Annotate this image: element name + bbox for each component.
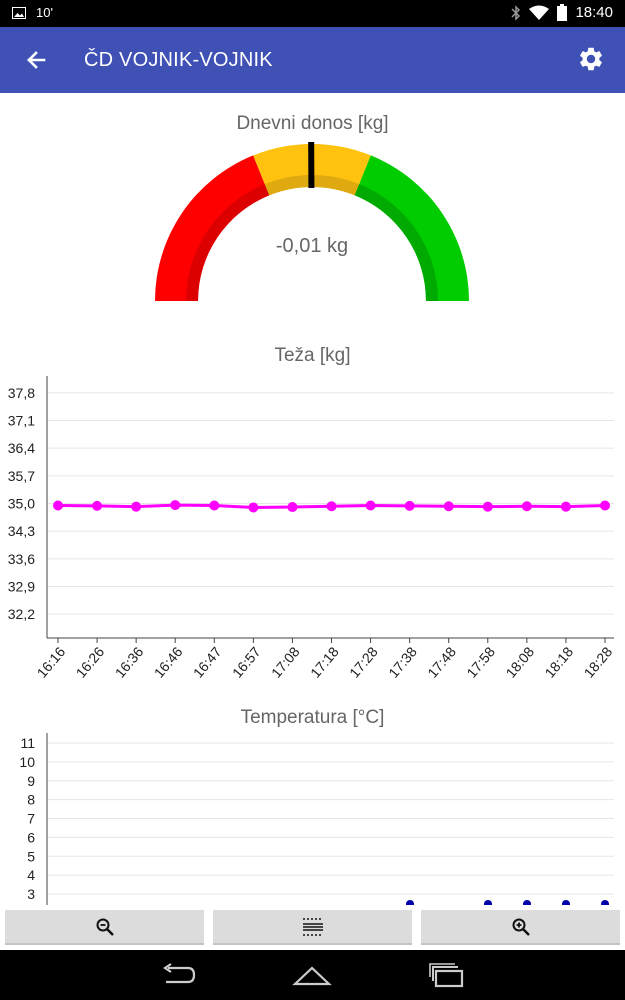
weight-data-point <box>365 500 376 511</box>
temperature-data-point <box>523 900 531 905</box>
weight-x-tick-label: 16:47 <box>190 643 225 680</box>
nav-back-button[interactable] <box>160 962 198 993</box>
weight-x-tick-label: 16:26 <box>73 643 108 680</box>
weight-chart: 37,8 37,1 36,4 35,7 35,0 34,3 33,6 32,9 32,2 16:1… <box>8 376 616 681</box>
weight-x-tick-label: 18:08 <box>502 643 537 680</box>
temperature-data-point <box>562 900 570 905</box>
weight-data-point <box>600 500 610 511</box>
gauge-title: Dnevni donos [kg] <box>236 113 389 134</box>
weight-data-point <box>170 500 181 511</box>
temperature-y-tick-label: 8 <box>27 792 35 808</box>
weight-x-tick-label: 16:16 <box>34 643 69 680</box>
temperature-y-tick-label: 11 <box>20 735 35 751</box>
zoom-in-button[interactable] <box>421 910 620 945</box>
weight-chart-title: Teža [kg] <box>274 345 351 366</box>
temperature-y-tick-label: 6 <box>27 829 35 845</box>
wifi-icon <box>529 5 550 20</box>
weight-data-point <box>404 500 415 511</box>
home-nav-icon <box>292 966 332 986</box>
nav-recents-button[interactable] <box>428 962 466 993</box>
weight-data-point <box>326 501 337 512</box>
temperature-y-tick-label: 7 <box>27 811 35 827</box>
weight-x-tick-label: 18:18 <box>541 643 576 680</box>
temperature-data-point <box>484 900 492 905</box>
weight-y-tick-label: 33,6 <box>8 551 35 567</box>
weight-y-tick-label: 37,8 <box>8 385 35 401</box>
zoom-out-icon <box>96 918 114 936</box>
gauge: -0,01 kg <box>155 141 469 301</box>
weight-y-tick-label: 32,9 <box>8 578 35 594</box>
weight-x-tick-label: 16:57 <box>229 643 264 680</box>
gauge-red-inner <box>186 184 270 301</box>
back-nav-icon <box>163 963 196 984</box>
back-button[interactable] <box>22 46 52 74</box>
weight-x-tick-label: 17:18 <box>307 643 342 680</box>
weight-x-tick-label: 16:36 <box>112 643 147 680</box>
temperature-data-point <box>406 900 414 905</box>
settings-button[interactable] <box>577 45 605 73</box>
battery-icon <box>557 4 568 21</box>
weight-y-tick-label: 32,2 <box>8 606 35 622</box>
weight-x-tick-label: 17:48 <box>424 643 459 680</box>
weight-data-point <box>131 501 142 512</box>
gauge-green-inner <box>354 184 438 301</box>
zoom-in-icon <box>512 918 530 936</box>
fit-button[interactable] <box>213 910 412 945</box>
weight-y-tick-label: 37,1 <box>8 413 35 429</box>
notification-text: 10' <box>36 5 53 20</box>
temperature-y-tick-label: 9 <box>27 773 35 789</box>
weight-data-point <box>521 501 532 512</box>
weight-data-point <box>53 500 63 511</box>
temperature-y-tick-label: 10 <box>19 754 35 770</box>
image-icon <box>12 6 26 19</box>
temperature-chart-title: Temperatura [°C] <box>240 707 385 728</box>
navigation-bar <box>0 950 625 1000</box>
zoom-out-button[interactable] <box>5 910 204 945</box>
temperature-y-tick-label: 3 <box>27 886 35 902</box>
nav-home-button[interactable] <box>292 962 332 993</box>
zoom-toolbar <box>0 905 625 950</box>
bluetooth-icon <box>511 4 521 21</box>
weight-data-point <box>560 501 571 512</box>
weight-x-tick-label: 18:28 <box>581 643 616 680</box>
weight-x-tick-label: 17:08 <box>268 643 303 680</box>
weight-x-tick-label: 16:46 <box>151 643 186 680</box>
temperature-y-tick-label: 4 <box>27 867 35 883</box>
recents-nav-icon <box>429 963 464 988</box>
app-bar: ČD VOJNIK-VOJNIK <box>0 27 625 93</box>
temperature-chart: 11 10 9 8 7 6 5 4 3 <box>19 733 614 905</box>
weight-data-point <box>443 501 454 512</box>
weight-y-tick-label: 36,4 <box>8 440 35 456</box>
weight-x-tick-label: 17:28 <box>346 643 381 680</box>
weight-data-point <box>248 502 259 513</box>
status-left: 10' <box>12 5 53 20</box>
arrow-back-icon <box>27 51 46 69</box>
weight-y-tick-label: 35,7 <box>8 468 35 484</box>
gear-icon <box>580 47 602 71</box>
gauge-arcs <box>155 141 469 301</box>
weight-x-tick-label: 17:58 <box>463 643 498 680</box>
status-time: 18:40 <box>575 4 613 21</box>
content-area[interactable]: Dnevni donos [kg] -0,01 kg Teža [kg] 37,… <box>0 93 625 905</box>
weight-data-point <box>92 500 103 511</box>
status-right: 18:40 <box>511 4 613 21</box>
gauge-value: -0,01 kg <box>276 235 348 257</box>
weight-y-tick-label: 35,0 <box>8 496 35 512</box>
weight-data-point <box>287 502 298 513</box>
temperature-data-point <box>601 900 609 905</box>
weight-x-tick-label: 17:38 <box>385 643 420 680</box>
fit-grid-icon <box>302 917 323 936</box>
weight-y-tick-label: 34,3 <box>8 523 35 539</box>
temperature-y-tick-label: 5 <box>27 848 35 864</box>
status-bar: 10' 18:40 <box>0 0 625 27</box>
weight-data-point <box>482 501 493 512</box>
weight-data-point <box>209 500 220 511</box>
page-title: ČD VOJNIK-VOJNIK <box>84 49 273 71</box>
